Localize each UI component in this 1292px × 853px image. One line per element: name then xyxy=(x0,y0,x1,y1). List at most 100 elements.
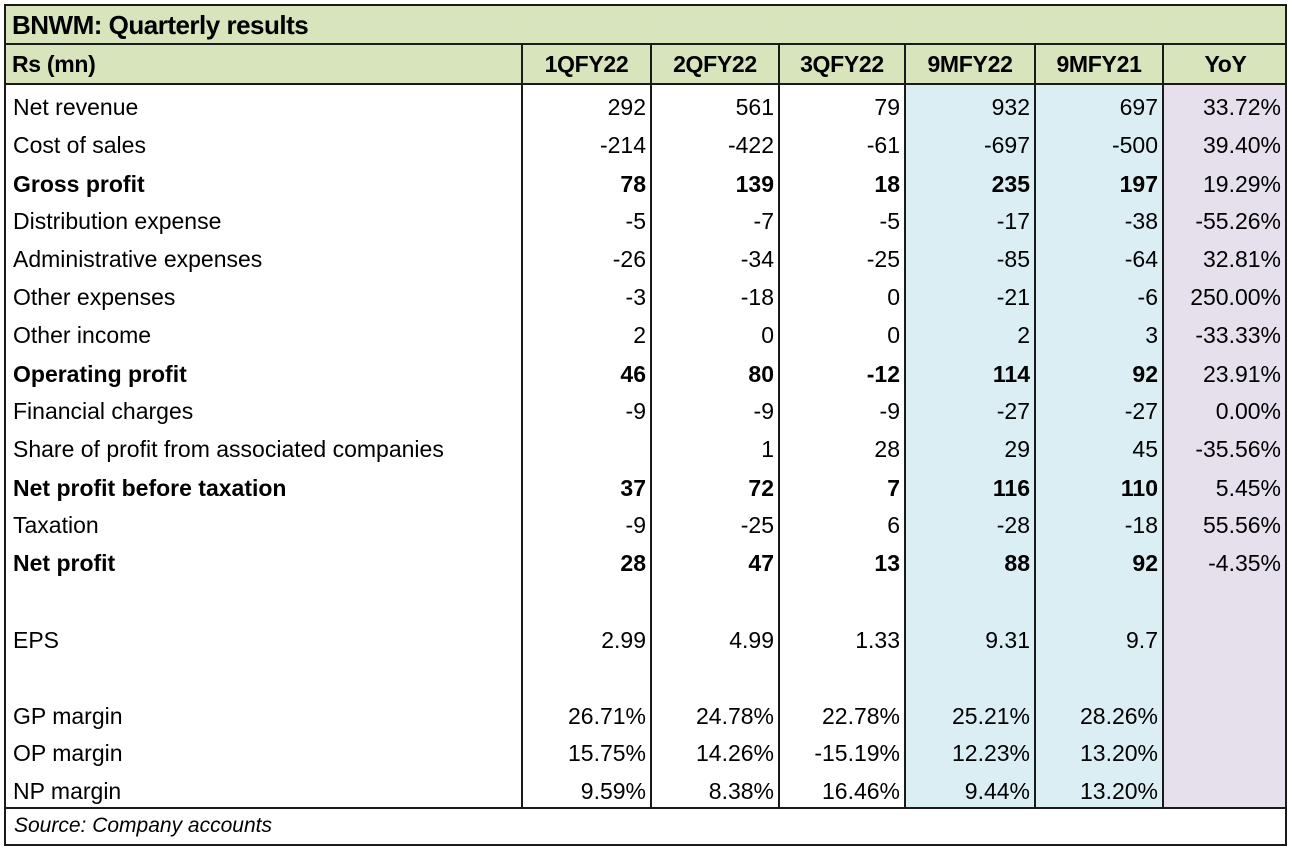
source-note: Source: Company accounts xyxy=(6,807,1285,844)
header-9mfy22: 9MFY22 xyxy=(927,51,1013,77)
cell-9mfy21: 28.26% xyxy=(1079,703,1158,729)
cell-1qfy22: 9.59% xyxy=(580,778,646,804)
table-row: OP margin 15.75% 14.26% -15.19% 12.23% 13.20% xyxy=(6,734,1285,772)
cell-yoy: 19.29% xyxy=(1202,171,1281,197)
table-row: Other expenses -3 -18 0 -21 -6 250.00% xyxy=(6,278,1285,316)
column-divider xyxy=(521,45,523,807)
header-1qfy22: 1QFY22 xyxy=(544,51,629,77)
column-divider xyxy=(650,45,652,807)
cell-1qfy22: 2.99 xyxy=(601,627,646,653)
cell-yoy xyxy=(1166,621,1285,659)
table-row: EPS 2.99 4.99 1.33 9.31 9.7 xyxy=(6,621,1285,659)
row-label: Net profit before taxation xyxy=(13,475,287,501)
cell-yoy: 5.45% xyxy=(1215,475,1281,501)
cell-9mfy21: -64 xyxy=(1124,246,1158,272)
cell-1qfy22: -9 xyxy=(625,398,646,424)
cell-yoy: -35.56% xyxy=(1195,436,1281,462)
cell-yoy: -55.26% xyxy=(1195,208,1281,234)
row-label: Net revenue xyxy=(13,94,139,120)
row-label: Distribution expense xyxy=(13,208,222,234)
column-divider xyxy=(778,45,780,807)
cell-3qfy22: 18 xyxy=(874,171,900,197)
cell-2qfy22: -9 xyxy=(753,398,774,424)
cell-yoy: 0.00% xyxy=(1215,398,1281,424)
cell-1qfy22: 28 xyxy=(620,550,646,576)
table-row: Net profit before taxation 37 72 7 116 110 5.4… xyxy=(6,469,1285,507)
cell-3qfy22: 1.33 xyxy=(855,627,900,653)
cell-9mfy22: -697 xyxy=(983,132,1030,158)
cell-yoy: 32.81% xyxy=(1202,246,1281,272)
cell-2qfy22: 139 xyxy=(735,171,774,197)
cell-9mfy21: -27 xyxy=(1124,398,1158,424)
cell-9mfy22: 116 xyxy=(992,475,1030,501)
cell-9mfy22: -28 xyxy=(996,512,1030,538)
cell-1qfy22: -5 xyxy=(625,208,646,234)
table-row: Share of profit from associated companie… xyxy=(6,430,1285,468)
cell-yoy: 39.40% xyxy=(1202,132,1281,158)
cell-1qfy22: 46 xyxy=(620,361,646,387)
cell-9mfy21: -38 xyxy=(1124,208,1158,234)
column-divider xyxy=(1034,45,1036,807)
cell-yoy: 33.72% xyxy=(1202,94,1281,120)
cell-2qfy22: 4.99 xyxy=(729,627,774,653)
cell-9mfy21: -6 xyxy=(1137,284,1158,310)
cell-3qfy22: -61 xyxy=(866,132,900,158)
cell-3qfy22: 28 xyxy=(874,436,900,462)
cell-2qfy22: 561 xyxy=(735,94,774,120)
cell-3qfy22: -25 xyxy=(866,246,900,272)
table-row: GP margin 26.71% 24.78% 22.78% 25.21% 28.26% xyxy=(6,697,1285,735)
row-label: Taxation xyxy=(13,512,99,538)
cell-9mfy21: 3 xyxy=(1145,322,1158,348)
row-label: EPS xyxy=(13,627,60,653)
cell-1qfy22: 37 xyxy=(620,475,646,501)
header-yoy: YoY xyxy=(1204,51,1247,77)
cell-9mfy22: -21 xyxy=(996,284,1030,310)
cell-9mfy21: 13.20% xyxy=(1079,778,1158,804)
table-row: Cost of sales -214 -422 -61 -697 -500 39.40% xyxy=(6,126,1285,164)
cell-9mfy22: 12.23% xyxy=(951,740,1030,766)
table-row: Net revenue 292 561 79 932 697 33.72% xyxy=(6,88,1285,126)
row-label: Net profit xyxy=(13,550,116,576)
cell-2qfy22: 0 xyxy=(761,322,774,348)
cell-3qfy22: 16.46% xyxy=(821,778,900,804)
cell-1qfy22: -3 xyxy=(625,284,646,310)
cell-3qfy22: -9 xyxy=(879,398,900,424)
table-row: Taxation -9 -25 6 -28 -18 55.56% xyxy=(6,506,1285,544)
cell-3qfy22: 13 xyxy=(874,550,900,576)
cell-9mfy22: 88 xyxy=(1004,550,1030,576)
cell-2qfy22: -422 xyxy=(727,132,774,158)
row-label: GP margin xyxy=(13,703,123,729)
cell-2qfy22: 24.78% xyxy=(695,703,774,729)
cell-3qfy22: 0 xyxy=(887,284,900,310)
column-divider xyxy=(1162,45,1164,807)
cell-2qfy22: -18 xyxy=(740,284,774,310)
cell-3qfy22: 7 xyxy=(887,475,900,501)
cell-yoy: -4.35% xyxy=(1208,550,1281,576)
row-label: Other income xyxy=(13,322,152,348)
cell-9mfy22: 932 xyxy=(991,94,1030,120)
cell-2qfy22: 14.26% xyxy=(695,740,774,766)
cell-9mfy22: -85 xyxy=(996,246,1030,272)
table-row: Gross profit 78 139 18 235 197 19.29% xyxy=(6,165,1285,203)
cell-9mfy22: 29 xyxy=(1004,436,1030,462)
cell-1qfy22: 15.75% xyxy=(567,740,646,766)
cell-3qfy22: -12 xyxy=(866,361,900,387)
row-label: Administrative expenses xyxy=(13,246,263,272)
cell-1qfy22: -9 xyxy=(625,512,646,538)
results-table-frame: BNWM: Quarterly results Rs (mn) 1QFY22 2… xyxy=(4,4,1287,846)
cell-3qfy22: 79 xyxy=(874,94,900,120)
cell-9mfy21: 92 xyxy=(1132,550,1158,576)
cell-9mfy22: 9.44% xyxy=(964,778,1030,804)
cell-9mfy22: 2 xyxy=(1017,322,1030,348)
cell-2qfy22: 47 xyxy=(748,550,774,576)
row-label: OP margin xyxy=(13,740,123,766)
cell-2qfy22: -25 xyxy=(740,512,774,538)
cell-3qfy22: 22.78% xyxy=(821,703,900,729)
cell-2qfy22: 8.38% xyxy=(708,778,774,804)
cell-1qfy22: -26 xyxy=(612,246,646,272)
table-title: BNWM: Quarterly results xyxy=(6,6,1285,45)
row-label: NP margin xyxy=(13,778,122,804)
table-header-row: Rs (mn) 1QFY22 2QFY22 3QFY22 9MFY22 9MFY… xyxy=(6,45,1285,85)
cell-yoy: 250.00% xyxy=(1190,284,1281,310)
cell-9mfy22: 25.21% xyxy=(951,703,1030,729)
